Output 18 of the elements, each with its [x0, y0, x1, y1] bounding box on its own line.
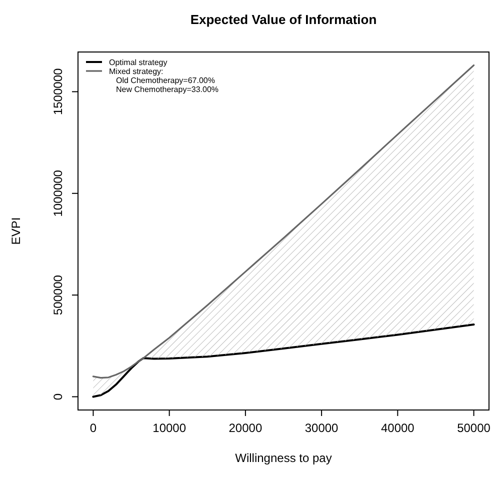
annotation: New Chemotherapy=33.00% [116, 85, 219, 94]
x-tick-label: 40000 [380, 421, 415, 435]
line-series [92, 324, 475, 398]
legend-label: Optimal strategy [109, 58, 168, 67]
y-tick-label: 1500000 [51, 68, 65, 116]
legend-label: Mixed strategy: [109, 67, 164, 76]
y-tick-label: 0 [51, 393, 65, 400]
x-tick-label: 0 [90, 421, 97, 435]
x-tick-label: 50000 [457, 421, 491, 435]
y-tick-label: 1000000 [51, 170, 65, 217]
x-tick-label: 10000 [152, 421, 186, 435]
y-axis-title: EVPI [9, 217, 23, 245]
x-tick-label: 30000 [304, 421, 339, 435]
y-tick-label: 500000 [51, 274, 65, 316]
x-axis-title: Willingness to pay [235, 451, 332, 465]
chart-title: Expected Value of Information [190, 12, 377, 27]
x-tick-label: 20000 [228, 421, 262, 435]
annotation: Old Chemotherapy=67.00% [116, 76, 215, 85]
